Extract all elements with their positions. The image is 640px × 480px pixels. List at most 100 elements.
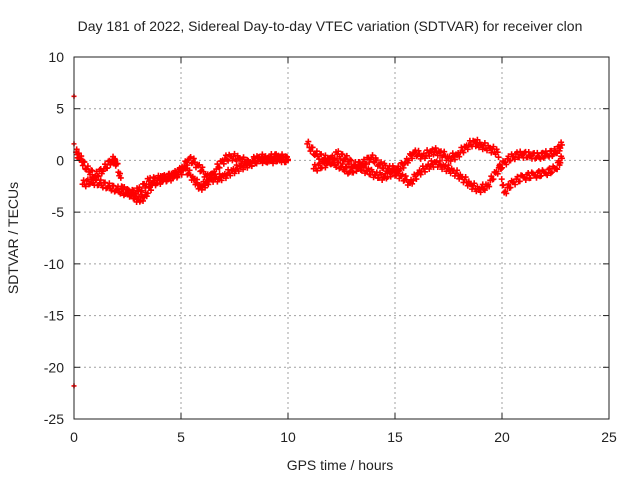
x-tick-label: 5 (177, 429, 185, 445)
data-point (259, 151, 266, 158)
data-point (511, 156, 518, 163)
data-point (181, 164, 188, 171)
data-point (270, 157, 277, 164)
data-point (341, 156, 348, 163)
data-point (360, 156, 367, 163)
data-point (388, 168, 395, 175)
data-point (118, 185, 125, 192)
data-point (505, 153, 512, 160)
data-point (311, 152, 318, 159)
data-point (426, 165, 433, 172)
data-point (477, 189, 484, 196)
data-point (486, 183, 493, 190)
data-point (493, 146, 500, 153)
data-point (378, 159, 385, 166)
data-point (539, 149, 546, 156)
data-point (202, 184, 209, 191)
data-point (201, 173, 208, 180)
y-tick-label: -10 (44, 256, 64, 272)
data-point (460, 149, 467, 156)
data-point (144, 190, 151, 197)
data-point (342, 163, 349, 170)
data-point (343, 152, 350, 159)
data-point (174, 173, 181, 180)
data-point (557, 145, 564, 152)
data-point (339, 160, 346, 167)
data-point (397, 165, 404, 172)
data-point (451, 156, 458, 163)
data-point (322, 152, 329, 159)
data-point (227, 172, 234, 179)
data-point (449, 150, 456, 157)
data-point (335, 159, 342, 166)
data-point (399, 171, 406, 178)
x-tick-label: 25 (601, 429, 617, 445)
data-point (447, 170, 454, 177)
data-point (112, 156, 119, 163)
data-point (335, 148, 342, 155)
data-point (248, 162, 255, 169)
data-point (464, 146, 471, 153)
x-tick-label: 15 (387, 429, 403, 445)
data-point (132, 190, 139, 197)
data-point (409, 155, 416, 162)
data-point (548, 147, 555, 154)
data-point (107, 161, 114, 168)
data-point (458, 144, 465, 151)
data-point (400, 164, 407, 171)
data-point (102, 161, 109, 168)
data-point (439, 166, 446, 173)
data-point (447, 158, 454, 165)
data-point (545, 166, 552, 173)
data-point (143, 181, 150, 188)
data-point (337, 164, 344, 171)
data-point (140, 197, 147, 204)
data-point (516, 178, 523, 185)
data-point (81, 159, 88, 166)
data-point (370, 158, 377, 165)
data-point (464, 182, 471, 189)
data-point (551, 145, 558, 152)
data-point (318, 151, 325, 158)
data-point (89, 174, 96, 181)
data-point (214, 161, 221, 168)
data-point (445, 162, 452, 169)
data-point (557, 159, 564, 166)
data-point (421, 168, 428, 175)
data-point (410, 177, 417, 184)
data-point (122, 190, 129, 197)
data-point (218, 177, 225, 184)
data-point (525, 149, 532, 156)
data-point (265, 158, 272, 165)
data-point (336, 165, 343, 172)
data-point (348, 157, 355, 164)
data-point (104, 165, 111, 172)
data-point (396, 175, 403, 182)
data-point (410, 150, 417, 157)
data-point (527, 175, 534, 182)
data-point (117, 174, 124, 181)
data-point (142, 184, 149, 191)
data-point (184, 162, 191, 169)
data-point (322, 164, 329, 171)
data-point (324, 155, 331, 162)
data-point (313, 148, 320, 155)
data-point (104, 184, 111, 191)
data-point (344, 170, 351, 177)
data-point (481, 139, 488, 146)
data-point (404, 181, 411, 188)
data-point (339, 151, 346, 158)
data-point (481, 187, 488, 194)
series-layer (71, 93, 565, 389)
data-point (148, 187, 155, 194)
data-point (231, 170, 238, 177)
data-point (97, 177, 104, 184)
data-point (558, 139, 565, 146)
data-point (341, 168, 348, 175)
data-point (547, 170, 554, 177)
data-point (309, 144, 316, 151)
data-point (194, 176, 201, 183)
data-point (234, 152, 241, 159)
data-point (347, 156, 354, 163)
data-point (106, 180, 113, 187)
